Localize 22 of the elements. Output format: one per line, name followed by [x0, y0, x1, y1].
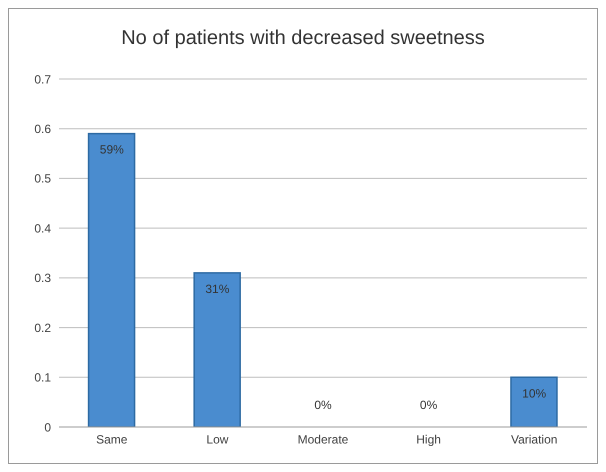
y-tick-label: 0.1 [34, 370, 52, 385]
x-tick-label: Moderate [298, 432, 349, 447]
y-tick-label: 0 [44, 420, 52, 434]
chart-title: No of patients with decreased sweetness [120, 27, 486, 50]
y-tick-label: 0.4 [34, 221, 52, 236]
x-tick-label: Variation [510, 432, 558, 447]
bar [88, 132, 136, 427]
y-tick-label: 0.3 [34, 271, 52, 286]
data-label: 59% [100, 142, 124, 157]
y-tick-label: 0.5 [34, 172, 52, 186]
y-tick-label: 0.7 [34, 72, 52, 86]
y-tick-label: 0.6 [34, 122, 52, 136]
data-label: 31% [205, 282, 230, 296]
data-label: 0% [314, 398, 332, 412]
data-label: 0% [420, 398, 438, 412]
x-tick-label: High [416, 432, 441, 447]
x-tick-label: Same [96, 432, 128, 447]
data-label: 10% [522, 386, 547, 400]
y-tick-label: 0.2 [34, 320, 52, 335]
bar [510, 376, 558, 427]
x-tick-label: Low [206, 432, 229, 447]
bar [193, 272, 241, 427]
